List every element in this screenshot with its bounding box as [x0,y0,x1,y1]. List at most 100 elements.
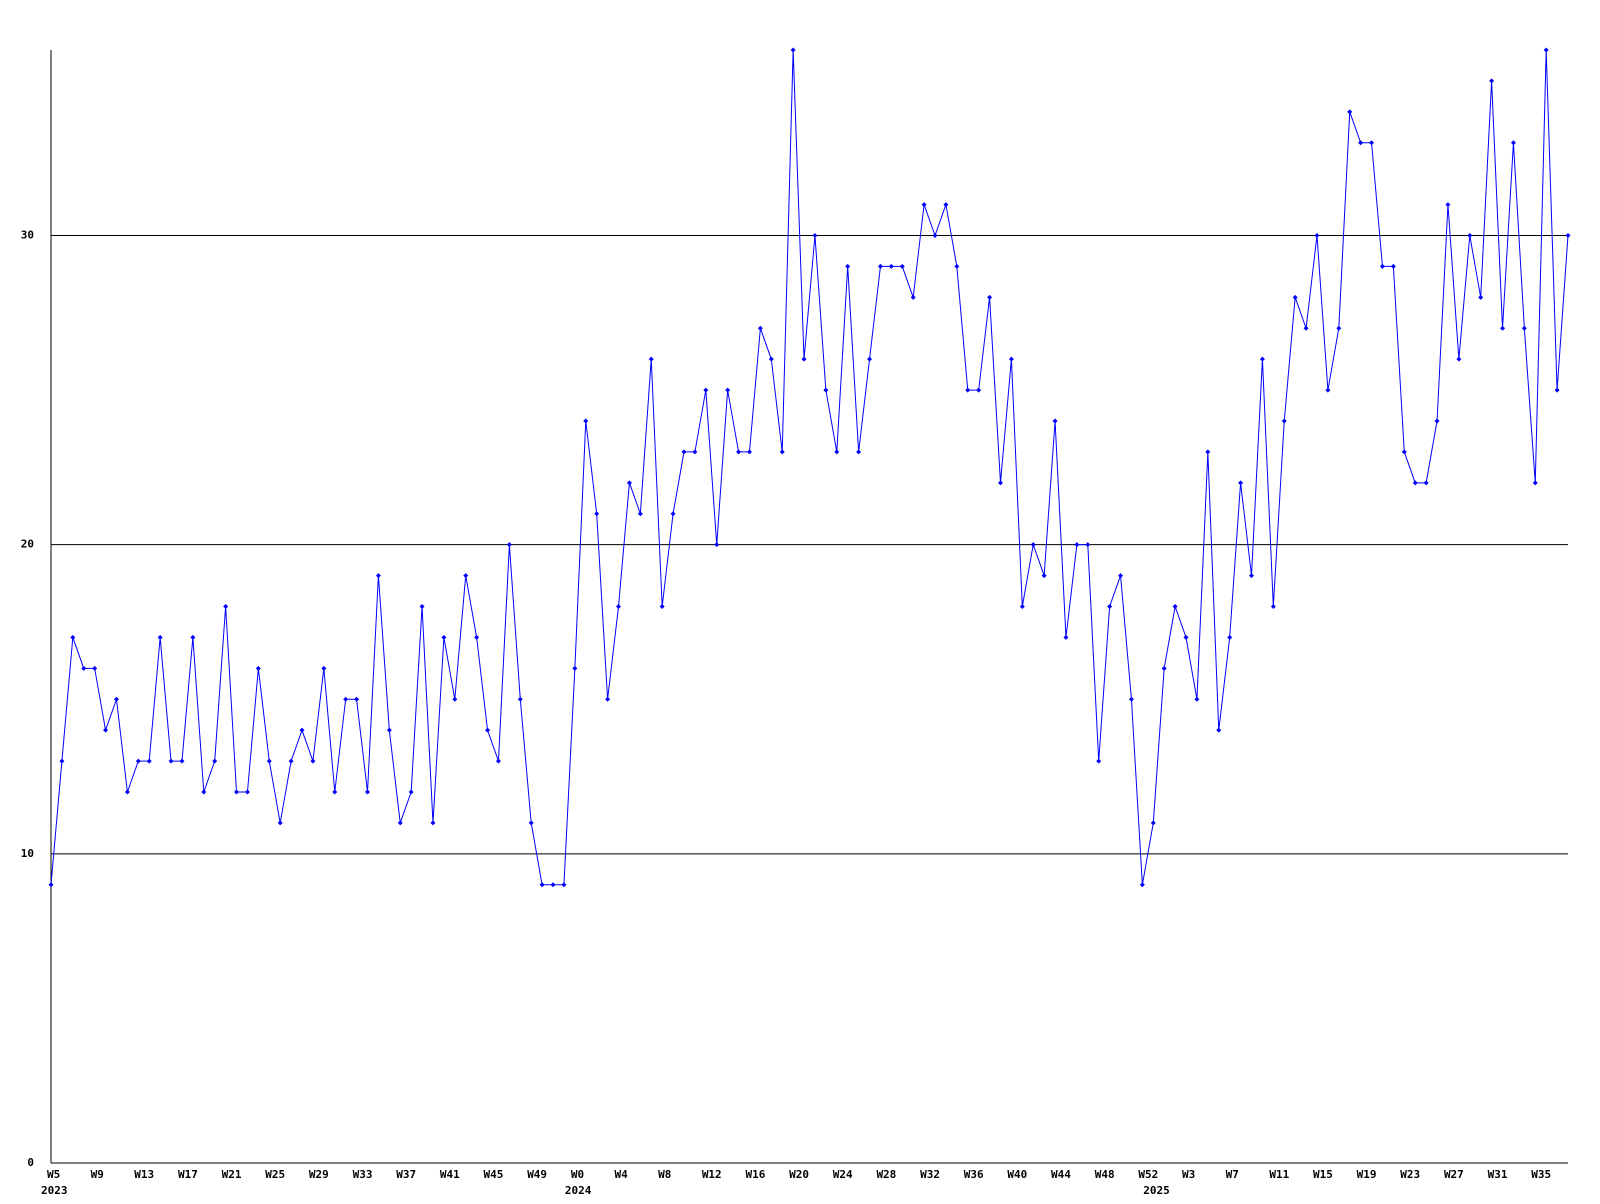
point-marker [70,634,76,640]
year-label: 2025 [1143,1184,1170,1197]
point-marker [659,604,665,609]
x-tick-label: W3 [1182,1168,1195,1181]
point-marker [1347,109,1353,115]
point-marker [397,820,403,826]
x-tick-label: W29 [309,1168,329,1181]
point-marker [1325,387,1331,393]
year-label: 2023 [41,1184,68,1197]
point-marker [223,604,229,609]
x-tick-label: W8 [658,1168,671,1181]
point-marker [113,696,119,702]
point-marker [321,665,327,671]
point-marker [997,480,1003,486]
x-tick-label: W25 [265,1168,285,1181]
x-tick-label: W13 [134,1168,154,1181]
point-marker [332,789,338,795]
point-marker [212,758,218,764]
point-marker [364,789,370,795]
point-marker [1259,356,1265,362]
point-marker [1532,480,1538,486]
x-tick-label: W37 [396,1168,416,1181]
point-marker [932,233,938,238]
x-tick-label: W44 [1051,1168,1071,1181]
x-tick-label: W45 [484,1168,504,1181]
point-marker [1096,758,1102,764]
point-marker [1205,449,1211,455]
point-marker [1500,325,1506,331]
point-marker [201,789,207,795]
point-marker [648,356,654,362]
x-tick-label: W21 [222,1168,242,1181]
point-marker [1238,480,1244,486]
point-marker [157,634,163,640]
point-marker [1521,325,1527,331]
point-marker [506,542,512,548]
point-marker [244,789,250,795]
point-marker [812,233,818,238]
x-tick-label: W32 [920,1168,940,1181]
point-marker [1052,418,1058,424]
point-marker [1139,882,1145,888]
x-tick-label: W16 [745,1168,765,1181]
point-marker [299,727,305,733]
point-marker [103,727,109,733]
x-tick-label: W12 [702,1168,722,1181]
point-marker [343,696,349,702]
x-tick-label: W31 [1488,1168,1508,1181]
x-tick-label: W41 [440,1168,460,1181]
point-marker [823,387,829,393]
point-marker [910,294,916,300]
point-marker [768,356,774,362]
point-marker [539,882,545,888]
point-marker [441,634,447,640]
point-marker [1358,140,1364,146]
y-tick-label: 20 [21,538,34,551]
point-marker [801,356,807,362]
point-marker [1161,665,1167,671]
point-marker [1085,542,1091,548]
point-marker [921,202,927,208]
point-marker [310,758,316,764]
point-marker [517,696,523,702]
point-marker [59,758,65,764]
x-tick-label: W9 [91,1168,104,1181]
point-marker [987,294,993,300]
point-marker [1030,542,1036,548]
point-marker [616,604,622,609]
x-tick-label: W7 [1226,1168,1239,1181]
point-marker [790,47,796,53]
point-marker [408,789,414,795]
point-marker [1510,140,1516,146]
x-tick-label: W49 [527,1168,547,1181]
point-marker [626,480,632,486]
point-marker [234,789,240,795]
point-marker [1194,696,1200,702]
point-marker [856,449,862,455]
point-marker [452,696,458,702]
point-marker [1390,263,1396,269]
point-marker [1019,604,1025,609]
y-tick-label: 30 [21,229,34,242]
point-marker [1128,696,1134,702]
point-marker [81,665,87,671]
point-marker [561,882,567,888]
point-marker [1412,480,1418,486]
point-marker [1281,418,1287,424]
x-tick-label: W20 [789,1168,809,1181]
x-tick-label: W11 [1269,1168,1289,1181]
point-marker [179,758,185,764]
point-marker [725,387,731,393]
point-marker [1150,820,1156,826]
point-marker [703,387,709,393]
point-marker [954,263,960,269]
x-tick-label: W28 [876,1168,896,1181]
point-marker [834,449,840,455]
point-marker [736,449,742,455]
point-marker [681,449,687,455]
point-marker [288,758,294,764]
point-marker [1063,634,1069,640]
point-marker [48,882,54,888]
point-marker [1554,387,1560,393]
